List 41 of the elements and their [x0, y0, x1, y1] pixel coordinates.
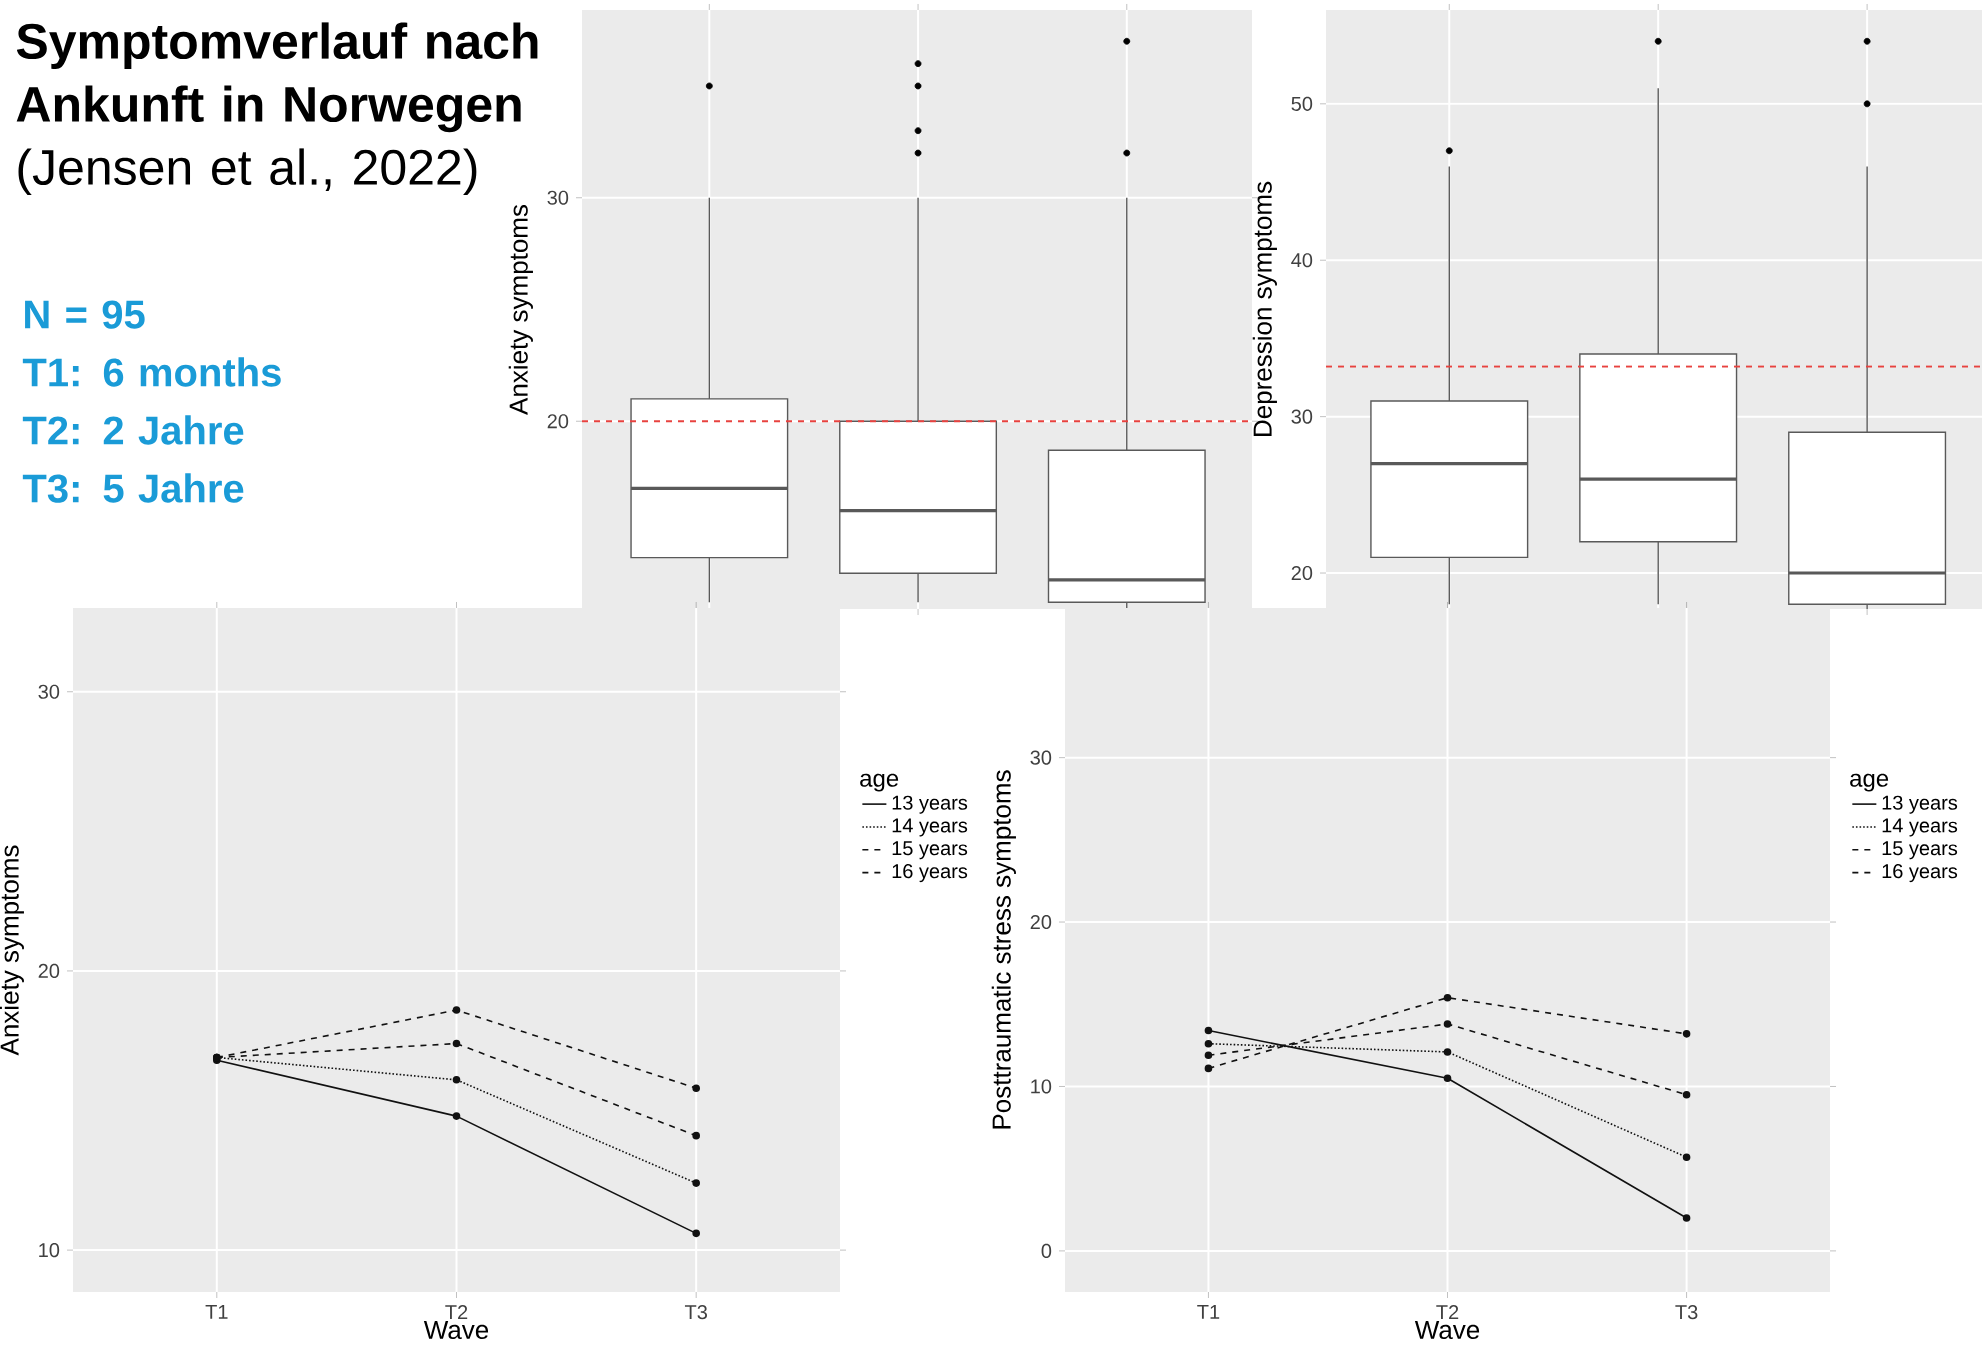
- y-tick-label: 20: [547, 414, 569, 429]
- y-tick-label: 30: [38, 684, 60, 699]
- y-tick-label: 20: [38, 963, 60, 979]
- legend-label: 15 years: [1882, 841, 1958, 860]
- x-tick-label: T2: [445, 1305, 468, 1320]
- legend-label: 13 years: [892, 795, 968, 814]
- legend-label: 14 years: [1882, 818, 1958, 837]
- legend-label: 15 years: [892, 841, 968, 860]
- legend-label: 14 years: [892, 818, 968, 837]
- x-tick-label: T1: [1197, 1305, 1220, 1319]
- text: (Jensen et al., 2022): [18, 148, 477, 195]
- text: T1: 6 months: [22, 357, 281, 387]
- legend-label: 16 years: [1882, 864, 1958, 883]
- y-tick-label: 40: [1291, 253, 1313, 268]
- legend-label: 13 years: [1882, 795, 1958, 814]
- y-axis-title: Posttraumatic stress symptoms: [991, 770, 1016, 1129]
- text: T3: 5 Jahre: [22, 473, 244, 503]
- x-tick-label: T2: [1436, 1305, 1459, 1320]
- y-tick-label: 20: [1030, 914, 1052, 930]
- y-tick-label: 30: [1030, 750, 1052, 765]
- legend-label: 16 years: [892, 864, 968, 883]
- x-tick-label: T3: [684, 1305, 707, 1320]
- y-tick-label: 20: [1291, 565, 1313, 581]
- y-tick-label: 50: [1291, 96, 1313, 111]
- text: N = 95: [25, 300, 145, 329]
- x-tick-label: T3: [1675, 1305, 1698, 1320]
- y-tick-label: 10: [39, 1243, 60, 1258]
- y-axis-title: Depression symptoms: [1252, 181, 1277, 436]
- y-tick-label: 10: [1031, 1079, 1052, 1094]
- y-tick-label: 30: [1291, 409, 1313, 424]
- x-axis-title: Wave: [423, 1320, 489, 1340]
- text: Symptomverlauf nach Ankunft in Norwegen: [16, 22, 538, 133]
- x-tick-label: T1: [205, 1305, 228, 1319]
- y-axis-title: Anxiety symptoms: [508, 204, 533, 415]
- y-axis-title: Anxiety symptoms: [0, 845, 24, 1056]
- legend-title: age: [1850, 773, 1889, 792]
- y-tick-label: 30: [547, 190, 569, 205]
- text: T2: 2 Jahre: [22, 415, 244, 445]
- legend-title: age: [860, 773, 899, 792]
- x-axis-title: Wave: [1414, 1320, 1480, 1340]
- y-tick-label: 0: [1041, 1243, 1052, 1258]
